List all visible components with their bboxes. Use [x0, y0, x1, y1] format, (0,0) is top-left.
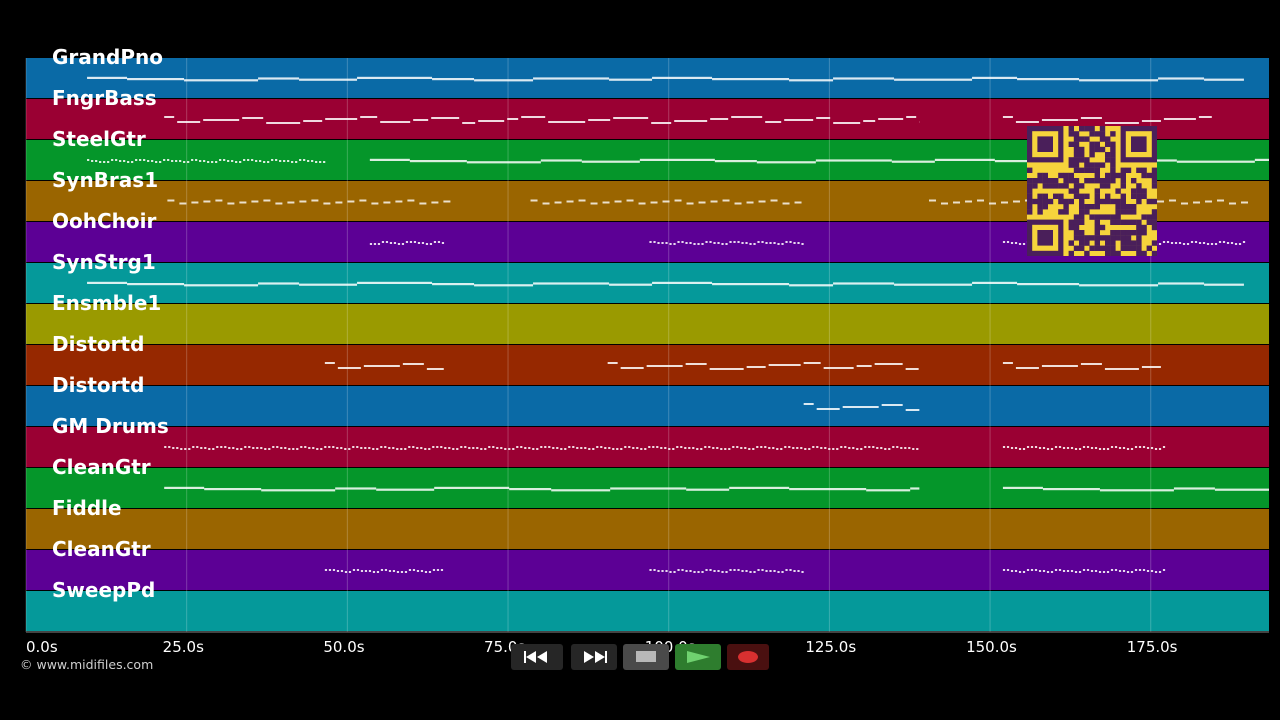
note-segment: [1002, 362, 1161, 370]
time-tick-label: 0.0s: [26, 638, 58, 656]
note-segment: [803, 403, 920, 411]
rewind-icon: [524, 651, 547, 663]
track-lane: [26, 509, 1269, 549]
note-segment: [167, 199, 451, 205]
note-segment: [87, 76, 1244, 82]
time-tick-label: 125.0s: [805, 638, 857, 656]
track-lane: [26, 550, 1269, 590]
track-lane: [26, 304, 1269, 344]
note-segment: [649, 569, 804, 573]
track-lane: [26, 427, 1269, 467]
track-label: CleanGtr: [52, 537, 151, 561]
track-label: SynStrg1: [52, 250, 156, 274]
note-segment: [1002, 116, 1212, 124]
copyright-text: © www.midifiles.com: [20, 657, 154, 672]
note-segment: [1002, 486, 1269, 492]
track-label: OohChoir: [52, 209, 157, 233]
stop-button[interactable]: [623, 644, 669, 670]
track-label: GM Drums: [52, 414, 169, 438]
note-segment: [1002, 446, 1166, 450]
note-segment: [324, 569, 444, 573]
track-label: SweepPd: [52, 578, 156, 602]
time-tick-label: 175.0s: [1126, 638, 1178, 656]
track-label: Fiddle: [52, 496, 122, 520]
stop-icon: [636, 651, 656, 662]
track-lane: [26, 386, 1269, 426]
record-icon: [738, 651, 758, 663]
rewind-button[interactable]: [511, 644, 563, 670]
track-lane: [26, 591, 1269, 631]
time-tick-label: 150.0s: [966, 638, 1017, 656]
note-segment: [607, 362, 919, 370]
note-segment: [87, 159, 326, 163]
track-label: Distortd: [52, 373, 145, 397]
record-button[interactable]: [727, 644, 769, 670]
note-segment: [87, 281, 1244, 287]
track-label: GrandPno: [52, 45, 163, 69]
fast-forward-button[interactable]: [571, 644, 617, 670]
note-segment: [324, 362, 444, 370]
track-lane: [26, 58, 1269, 98]
note-segment: [530, 199, 802, 205]
track-label: Distortd: [52, 332, 145, 356]
note-segment: [164, 116, 920, 124]
track-lane: [26, 263, 1269, 303]
note-segment: [369, 241, 445, 245]
track-label: CleanGtr: [52, 455, 151, 479]
track-label: SteelGtr: [52, 127, 146, 151]
note-segment: [1002, 569, 1166, 573]
note-segment: [164, 486, 920, 492]
time-tick-label: 50.0s: [323, 638, 365, 656]
note-segment: [649, 241, 804, 245]
fast-forward-icon: [584, 651, 607, 663]
time-tick-label: 25.0s: [162, 638, 204, 656]
transport-controls: [511, 644, 769, 670]
play-icon: [687, 651, 710, 663]
qr-code-icon: [1027, 126, 1158, 257]
note-segment: [164, 446, 919, 450]
track-label: SynBras1: [52, 168, 159, 192]
track-label: Ensmble1: [52, 291, 162, 315]
track-label: FngrBass: [52, 86, 157, 110]
play-button[interactable]: [675, 644, 721, 670]
